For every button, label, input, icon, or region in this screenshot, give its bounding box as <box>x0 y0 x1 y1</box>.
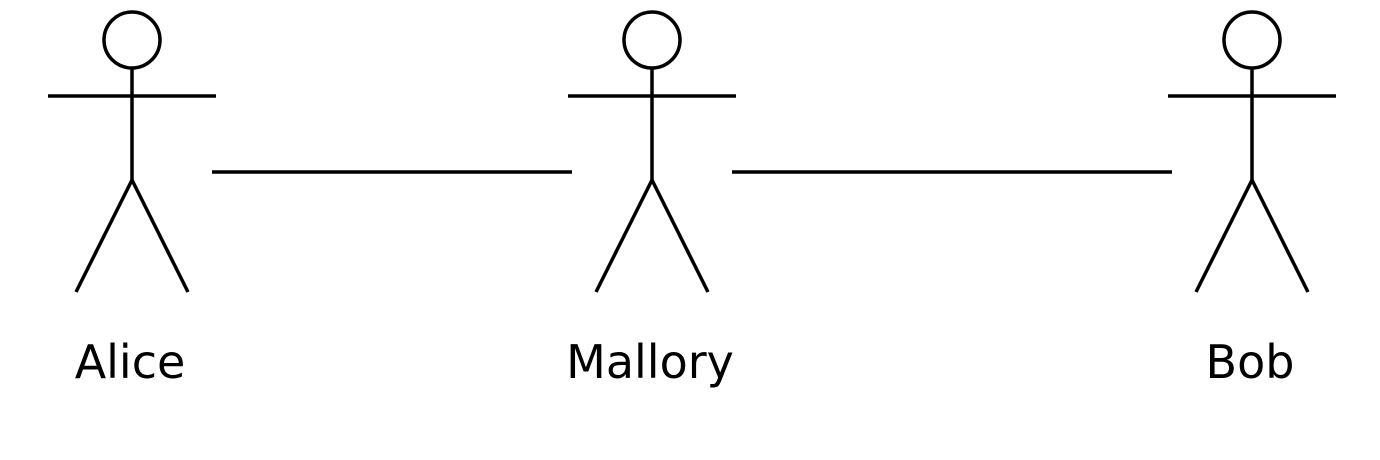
actor-alice-head <box>102 10 162 70</box>
actor-bob-label: Bob <box>1205 335 1295 389</box>
actor-mallory-right-leg <box>650 179 710 293</box>
actor-mallory-figure <box>568 10 736 293</box>
actor-alice-figure <box>48 10 216 293</box>
actor-alice-right-leg <box>130 179 190 293</box>
actor-alice-left-leg <box>74 179 134 293</box>
actor-bob-figure <box>1168 10 1336 293</box>
actor-mallory-head <box>622 10 682 70</box>
actor-alice-label: Alice <box>74 335 186 389</box>
actor-mallory-label: Mallory <box>566 335 734 389</box>
actor-bob-left-leg <box>1194 179 1254 293</box>
actor-bob-right-leg <box>1250 179 1310 293</box>
actor-bob-head <box>1222 10 1282 70</box>
actor-mallory-left-leg <box>594 179 654 293</box>
